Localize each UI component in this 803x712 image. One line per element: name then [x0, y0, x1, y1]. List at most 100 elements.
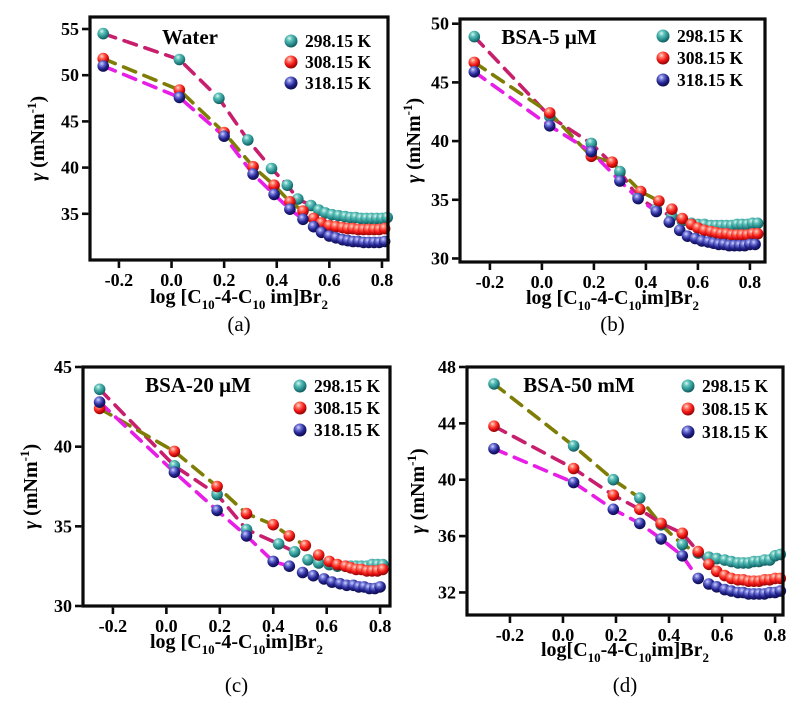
y-tick-label: 50: [431, 14, 449, 34]
data-point-navy: [488, 442, 500, 455]
x-tick-label: 0.8: [739, 272, 762, 292]
y-tick-label: 40: [61, 158, 79, 178]
legend-marker-navy: [681, 425, 695, 439]
x-tick-label: 0.2: [213, 270, 236, 290]
x-axis-label: log [C10-4-C10im]Br2: [526, 287, 699, 313]
y-tick-label: 48: [438, 357, 456, 377]
data-point-teal: [302, 554, 314, 566]
data-point-navy: [284, 203, 296, 215]
y-tick-label: 40: [431, 131, 449, 151]
data-point-red: [488, 420, 500, 432]
chart-c: -0.2 0.0 0.2 0.4 0.6 0.8 30 35 40 45 log [C10-4-C1…: [17, 357, 392, 697]
data-point-red: [268, 179, 280, 191]
data-point-navy: [749, 238, 761, 251]
legend-label: 298.15 K: [305, 31, 372, 51]
data-point-navy: [650, 205, 663, 218]
data-point-navy: [632, 192, 644, 205]
legend-label: 318.15 K: [305, 73, 372, 93]
legend-marker-teal: [681, 379, 695, 393]
y-tick-label: 55: [61, 19, 79, 39]
y-tick-label: 44: [438, 413, 456, 433]
trend-line-olive: [472, 60, 661, 203]
legend-label: 308.15 K: [305, 52, 372, 72]
trend-line-crimson: [492, 424, 711, 567]
legend-marker-red: [656, 51, 670, 65]
trend-line-magenta: [492, 446, 701, 581]
data-point-teal: [211, 488, 223, 501]
data-point-red: [751, 228, 764, 240]
data-point-navy: [543, 120, 556, 132]
data-point-navy: [607, 503, 620, 516]
data-point-teal: [567, 440, 580, 452]
y-tick-label: 50: [61, 65, 79, 85]
data-point-red: [267, 518, 280, 531]
panel-title: BSA-50 mM: [523, 373, 635, 397]
y-tick-label: 45: [54, 357, 72, 377]
data-point-navy: [297, 213, 309, 226]
data-point-navy: [173, 91, 186, 104]
data-point-teal: [272, 538, 285, 550]
data-point-teal: [585, 137, 598, 150]
chart-b: -0.2 0.0 0.2 0.4 0.6 0.8 30 35 40 45 50 log [C10-4-…: [403, 14, 767, 336]
panel-title: Water: [162, 25, 218, 49]
legend-label: 318.15 K: [677, 70, 744, 90]
y-tick-label: 45: [61, 111, 79, 131]
data-point-navy: [211, 504, 223, 517]
y-tick-label: 35: [61, 204, 79, 224]
legend-marker-red: [284, 55, 298, 69]
panel-caption: (c): [225, 673, 248, 697]
data-point-red: [543, 107, 556, 119]
legend-marker-red: [293, 401, 307, 415]
legend-label: 308.15 K: [677, 48, 744, 68]
y-tick-label: 45: [431, 72, 449, 92]
x-axis-label: log [C10-4-C10 im]Br2: [150, 286, 328, 312]
data-point-teal: [288, 546, 301, 558]
data-point-red: [299, 539, 312, 552]
data-point-navy: [247, 168, 259, 180]
legend-marker-teal: [293, 379, 307, 393]
data-point-teal: [468, 30, 481, 43]
x-tick-label: 0.4: [262, 616, 285, 636]
data-point-red: [655, 517, 667, 530]
y-tick-label: 40: [54, 437, 72, 457]
data-point-navy: [585, 145, 598, 158]
data-point-red: [703, 558, 715, 571]
data-point-teal: [634, 492, 646, 504]
data-point-teal: [281, 179, 294, 191]
y-tick-label: 40: [438, 470, 456, 490]
legend-marker-red: [681, 402, 695, 416]
y-tick-label: 35: [54, 516, 72, 536]
panel-title: BSA-5 μM: [501, 25, 596, 49]
data-point-red: [211, 480, 223, 493]
x-tick-label: 0.8: [371, 270, 394, 290]
data-point-red: [653, 195, 665, 207]
plot-frame: [458, 17, 767, 264]
data-point-red: [297, 205, 309, 217]
data-point-navy: [218, 130, 230, 142]
data-point-red: [567, 462, 580, 475]
x-tick-label: 0.6: [687, 272, 710, 292]
x-tick-label: -0.2: [476, 272, 505, 292]
legend-marker-navy: [284, 76, 298, 90]
x-tick-label: -0.2: [105, 270, 134, 290]
data-point-navy: [97, 60, 109, 72]
data-point-red: [377, 563, 389, 576]
x-tick-label: -0.2: [496, 625, 525, 645]
panel-caption: (d): [613, 673, 638, 697]
data-point-navy: [268, 188, 280, 201]
data-point-red: [606, 156, 618, 168]
data-point-teal: [751, 217, 764, 230]
x-tick-label: 0.0: [552, 625, 575, 645]
data-point-navy: [634, 517, 646, 530]
legend-label: 308.15 K: [314, 398, 381, 418]
legend-label: 298.15 K: [702, 376, 769, 396]
x-tick-label: 0.0: [160, 270, 183, 290]
chart-d: -0.2 0.0 0.2 0.4 0.6 0.8 32 36 40 44 48 log[C10-4-C…: [404, 357, 786, 697]
data-point-teal: [97, 27, 109, 40]
y-tick-label: 32: [438, 582, 456, 602]
data-point-teal: [312, 557, 325, 569]
data-point-navy: [296, 566, 309, 579]
data-point-red: [676, 212, 689, 225]
data-point-red: [168, 445, 181, 458]
x-tick-label: 0.0: [155, 616, 178, 636]
